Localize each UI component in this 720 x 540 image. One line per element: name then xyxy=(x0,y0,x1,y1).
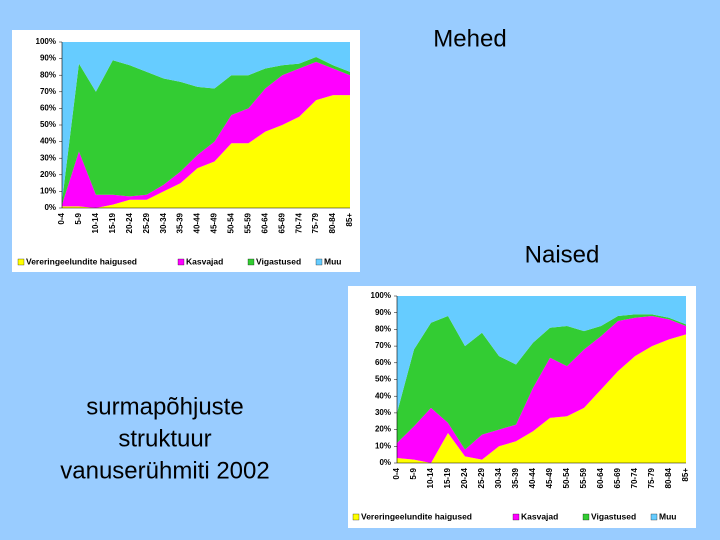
y-tick-label: 70% xyxy=(40,87,56,96)
y-tick-label: 60% xyxy=(40,104,56,113)
x-tick-label: 35-39 xyxy=(176,212,185,233)
x-tick-label: 50-54 xyxy=(227,212,236,233)
x-tick-label: 70-74 xyxy=(630,467,639,488)
chart-title: Naised xyxy=(525,241,600,268)
x-tick-label: 10-14 xyxy=(426,467,435,488)
y-tick-label: 50% xyxy=(375,375,391,384)
y-tick-label: 70% xyxy=(375,341,391,350)
y-tick-label: 0% xyxy=(379,458,391,467)
x-tick-label: 30-34 xyxy=(159,212,168,233)
area xyxy=(62,95,350,208)
y-tick-label: 90% xyxy=(40,54,56,63)
y-tick-label: 90% xyxy=(375,308,391,317)
area xyxy=(397,314,686,450)
y-tick-label: 10% xyxy=(375,441,391,450)
x-tick-label: 75-79 xyxy=(311,212,320,233)
x-tick-label: 50-54 xyxy=(562,467,571,488)
x-tick-label: 10-14 xyxy=(91,212,100,233)
slide-title: struktuur xyxy=(118,425,211,452)
x-tick-label: 60-64 xyxy=(260,212,269,233)
x-tick-label: 35-39 xyxy=(511,467,520,488)
area xyxy=(397,296,686,413)
legend-label: Muu xyxy=(324,256,341,266)
legend-swatch xyxy=(582,513,590,521)
slide-title: surmapõhjuste xyxy=(86,393,243,420)
legend-label: Vigastused xyxy=(256,256,301,266)
y-tick-label: 80% xyxy=(375,325,391,334)
legend-label: Vereringeelundite haigused xyxy=(361,511,472,521)
legend-swatch xyxy=(315,258,323,266)
legend-swatch xyxy=(247,258,255,266)
area xyxy=(397,316,686,463)
x-tick-label: 65-69 xyxy=(613,467,622,488)
area xyxy=(397,334,686,463)
x-tick-label: 85+ xyxy=(681,468,690,482)
area xyxy=(62,61,350,208)
x-tick-label: 5-9 xyxy=(74,212,83,224)
x-tick-label: 30-34 xyxy=(494,467,503,488)
x-tick-label: 5-9 xyxy=(409,467,418,479)
legend-swatch xyxy=(512,513,520,521)
x-tick-label: 65-69 xyxy=(277,212,286,233)
x-tick-label: 40-44 xyxy=(193,212,202,233)
y-tick-label: 20% xyxy=(40,170,56,179)
slide-title: vanuserühmiti 2002 xyxy=(60,457,269,484)
y-tick-label: 40% xyxy=(40,137,56,146)
x-tick-label: 0-4 xyxy=(392,467,401,479)
x-tick-label: 80-84 xyxy=(328,212,337,233)
y-tick-label: 50% xyxy=(40,120,56,129)
area xyxy=(62,42,350,202)
legend-swatch xyxy=(650,513,658,521)
x-tick-label: 75-79 xyxy=(647,467,656,488)
x-tick-label: 20-24 xyxy=(125,212,134,233)
x-tick-label: 45-49 xyxy=(545,467,554,488)
area xyxy=(62,56,350,205)
x-tick-label: 60-64 xyxy=(596,467,605,488)
legend-label: Vereringeelundite haigused xyxy=(26,256,137,266)
x-tick-label: 20-24 xyxy=(460,467,469,488)
x-tick-label: 15-19 xyxy=(108,212,117,233)
legend-swatch xyxy=(17,258,25,266)
y-tick-label: 80% xyxy=(40,70,56,79)
legend-label: Kasvajad xyxy=(521,511,558,521)
legend-label: Muu xyxy=(659,511,676,521)
x-tick-label: 85+ xyxy=(345,213,354,227)
y-tick-label: 30% xyxy=(40,153,56,162)
y-tick-label: 30% xyxy=(375,408,391,417)
x-tick-label: 40-44 xyxy=(528,467,537,488)
x-tick-label: 55-59 xyxy=(579,467,588,488)
x-tick-label: 25-29 xyxy=(142,212,151,233)
legend-swatch xyxy=(352,513,360,521)
y-tick-label: 100% xyxy=(36,37,56,46)
y-tick-label: 10% xyxy=(40,187,56,196)
chart-title: Mehed xyxy=(433,25,506,52)
y-tick-label: 60% xyxy=(375,358,391,367)
legend-label: Kasvajad xyxy=(186,256,223,266)
x-tick-label: 15-19 xyxy=(443,467,452,488)
x-tick-label: 80-84 xyxy=(664,467,673,488)
x-tick-label: 55-59 xyxy=(243,212,252,233)
legend-label: Vigastused xyxy=(591,511,636,521)
x-tick-label: 0-4 xyxy=(57,212,66,224)
x-tick-label: 45-49 xyxy=(210,212,219,233)
y-tick-label: 0% xyxy=(44,203,56,212)
y-tick-label: 20% xyxy=(375,425,391,434)
y-tick-label: 40% xyxy=(375,391,391,400)
y-tick-label: 100% xyxy=(371,291,391,300)
legend-swatch xyxy=(177,258,185,266)
x-tick-label: 25-29 xyxy=(477,467,486,488)
x-tick-label: 70-74 xyxy=(294,212,303,233)
